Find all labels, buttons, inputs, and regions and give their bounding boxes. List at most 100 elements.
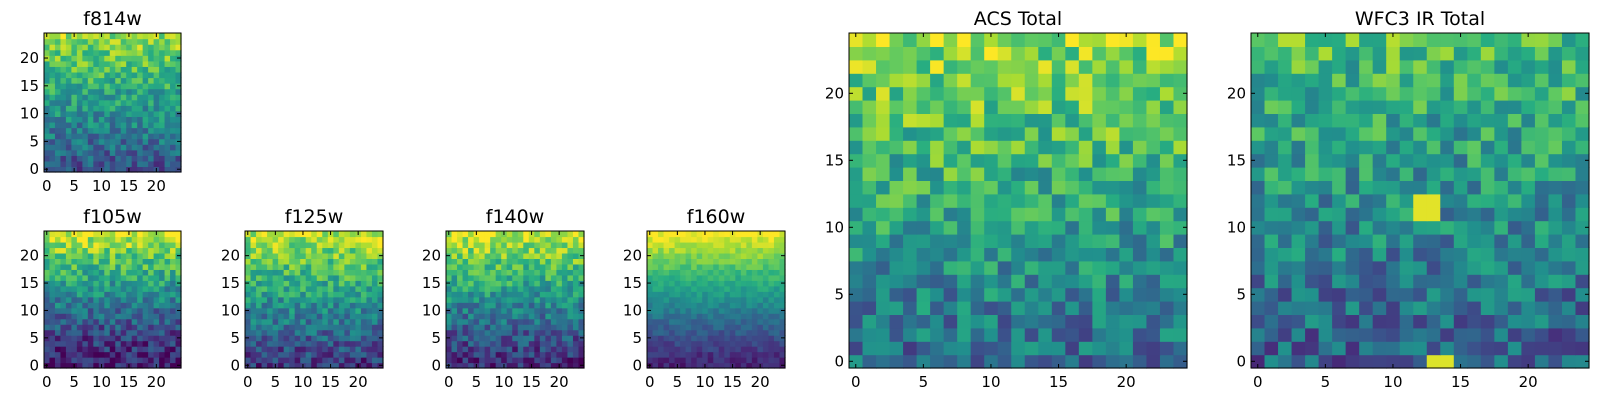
- heatmap-cell: [93, 105, 100, 112]
- heatmap-cell: [1051, 274, 1066, 289]
- heatmap-cells: [446, 231, 585, 369]
- panel-title: f125w: [285, 206, 344, 228]
- heatmap-cell: [44, 121, 51, 129]
- heatmap-cell: [1119, 59, 1134, 74]
- heatmap-cell: [300, 252, 307, 259]
- heatmap-cell: [1173, 327, 1188, 342]
- heatmap-cell: [371, 357, 379, 364]
- heatmap-cell: [322, 351, 329, 358]
- heatmap-cell: [148, 307, 155, 314]
- heatmap-cell: [528, 280, 535, 287]
- heatmap-cell: [93, 252, 100, 259]
- heatmap-cell: [970, 354, 985, 369]
- heatmap-cell: [768, 247, 775, 254]
- heatmap-cell: [1440, 46, 1455, 61]
- heatmap-cell: [305, 324, 312, 331]
- heatmap-cell: [746, 296, 753, 303]
- heatmap-cell: [647, 351, 654, 358]
- heatmap-cell: [903, 260, 918, 275]
- heatmap-cell: [60, 121, 67, 129]
- heatmap-cell: [1440, 220, 1455, 235]
- heatmap-cell: [1318, 180, 1333, 195]
- heatmap-cell: [278, 318, 285, 325]
- heatmap-cell: [534, 269, 541, 276]
- heatmap-cell: [300, 247, 307, 254]
- heatmap-cell: [261, 302, 268, 309]
- heatmap-cell: [663, 247, 670, 254]
- heatmap-cell: [131, 77, 138, 84]
- heatmap-cell: [131, 38, 138, 45]
- heatmap-cell: [148, 160, 155, 168]
- heatmap-cell: [1278, 153, 1293, 168]
- heatmap-cell: [76, 263, 83, 270]
- heatmap-cell: [49, 291, 56, 298]
- heatmap-cell: [1534, 234, 1550, 248]
- heatmap-cell: [984, 234, 999, 248]
- heatmap-cell: [680, 351, 687, 358]
- heatmap-cell: [360, 247, 368, 254]
- heatmap-cell: [523, 302, 530, 309]
- heatmap-cell: [1332, 287, 1347, 302]
- heatmap-cell: [501, 340, 508, 347]
- heatmap-cell: [126, 149, 133, 156]
- heatmap-cell: [175, 296, 182, 303]
- heatmap-cell: [1575, 260, 1590, 275]
- heatmap-cell: [115, 231, 122, 238]
- heatmap-cell: [327, 263, 334, 270]
- heatmap-cell: [170, 269, 177, 276]
- heatmap-cell: [561, 302, 569, 309]
- heatmap-cell: [49, 88, 56, 95]
- heatmap-cell: [87, 241, 94, 249]
- heatmap-cell: [1119, 193, 1134, 208]
- heatmap-cell: [1173, 33, 1188, 47]
- heatmap-cell: [1119, 341, 1134, 356]
- heatmap-cell: [517, 252, 524, 259]
- heatmap-cell: [60, 346, 67, 353]
- heatmap-cell: [278, 247, 285, 254]
- heatmap-cell: [1051, 220, 1066, 235]
- heatmap-cell: [523, 291, 530, 298]
- heatmap-cell: [702, 291, 709, 298]
- heatmap-cell: [669, 285, 676, 292]
- heatmap-cell: [674, 236, 681, 243]
- heatmap-cell: [663, 324, 670, 331]
- heatmap-cell: [126, 269, 133, 276]
- heatmap-cell: [87, 105, 94, 112]
- heatmap-cell: [1011, 207, 1026, 222]
- heatmap-cell: [1480, 100, 1495, 114]
- heatmap-cell: [718, 335, 725, 342]
- heatmap-cell: [1038, 86, 1053, 101]
- heatmap-cell: [170, 160, 177, 168]
- heatmap-cell: [663, 313, 670, 320]
- heatmap-cell: [876, 327, 891, 342]
- heatmap-cell: [943, 301, 958, 315]
- heatmap-cell: [970, 301, 985, 315]
- heatmap-cell: [539, 302, 546, 309]
- heatmap-cell: [250, 231, 257, 238]
- heatmap-cell: [49, 236, 56, 243]
- heatmap-cell: [495, 269, 502, 276]
- heatmap-cell: [1305, 59, 1320, 74]
- heatmap-cell: [1521, 260, 1536, 275]
- heatmap-cell: [713, 346, 720, 353]
- heatmap-cell: [250, 307, 257, 314]
- heatmap-cell: [1159, 46, 1175, 61]
- heatmap-cell: [1132, 247, 1148, 262]
- heatmap-cell: [44, 44, 51, 51]
- heatmap-cell: [1251, 59, 1266, 74]
- heatmap-cell: [1534, 247, 1550, 262]
- heatmap-cell: [175, 231, 182, 238]
- heatmap-cell: [115, 160, 122, 168]
- heatmap-cell: [691, 313, 698, 320]
- heatmap-cell: [1575, 126, 1590, 141]
- heatmap-cell: [104, 121, 111, 129]
- heatmap-cell: [1359, 153, 1374, 168]
- heatmap-cell: [550, 236, 557, 243]
- heatmap-cell: [142, 99, 149, 106]
- heatmap-cell: [876, 59, 891, 74]
- heatmap-cell: [652, 241, 659, 249]
- heatmap-cell: [289, 231, 296, 238]
- heatmap-cell: [567, 247, 574, 254]
- heatmap-cell: [457, 318, 464, 325]
- heatmap-cell: [1024, 193, 1039, 208]
